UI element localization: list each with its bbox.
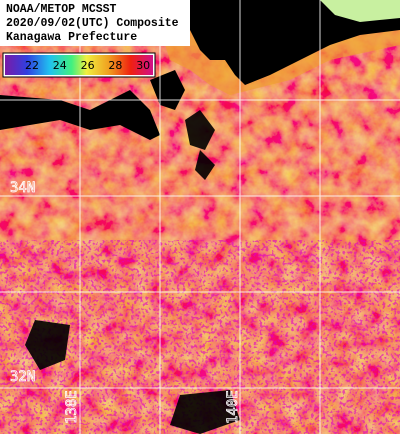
inland-cloud [320,0,400,22]
colorbar-label: 30 [136,59,150,72]
header-line: NOAA/METOP MCSST [6,3,117,16]
cloud-mask [25,110,240,434]
longitude-label: 140E [225,390,241,424]
land [175,0,400,85]
colorbar [5,55,153,75]
colorbar-label: 24 [53,59,67,72]
latitude-label: 32N [10,369,35,385]
longitude-label: 138E [64,390,80,424]
header-line: Kanagawa Prefecture [6,31,137,44]
colorbar-label: 26 [81,59,95,72]
header-line: 2020/09/02(UTC) Composite [6,17,179,30]
colorbar-labels: 22 24 26 28 30 [25,59,150,72]
colorbar-label: 28 [108,59,122,72]
latitude-label: 34N [10,180,35,196]
header-box [0,0,190,46]
colorbar-label: 22 [25,59,39,72]
